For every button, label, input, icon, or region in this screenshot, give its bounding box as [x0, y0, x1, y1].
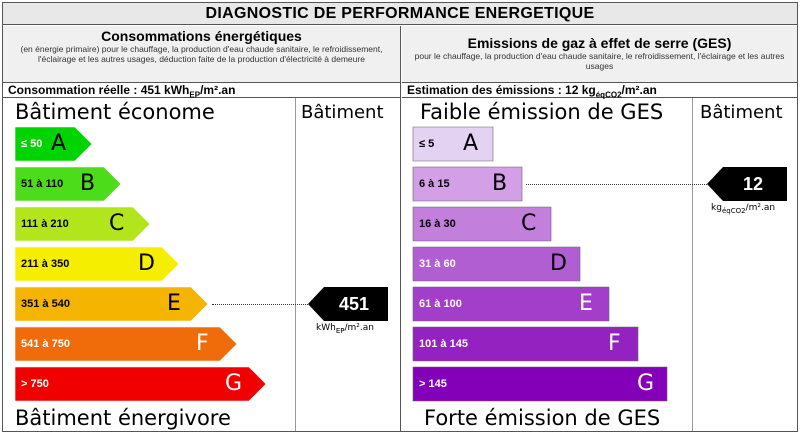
class-range-c: 16 à 30 — [419, 218, 456, 230]
value-arrow-shape — [308, 287, 388, 321]
energy-column-divider — [295, 98, 296, 431]
class-letter-a: A — [463, 131, 479, 156]
class-range-d: 211 à 350 — [21, 258, 70, 270]
ges-subtitle: pour le chauffage, la production d'eau c… — [414, 51, 785, 71]
class-row-c: 111 à 210 C — [15, 207, 150, 241]
class-letter-b: B — [80, 171, 96, 196]
ges-column-divider — [692, 98, 693, 431]
class-letter-e: E — [579, 291, 593, 316]
class-row-d: 211 à 350 D — [15, 247, 179, 281]
value-unit-sub: EP — [335, 326, 345, 335]
class-range-a: ≤ 5 — [419, 138, 435, 150]
class-letter-c: C — [109, 211, 125, 236]
energy-panel: Consommations énergétiques (en énergie p… — [3, 26, 401, 431]
class-letter-c: C — [521, 211, 537, 236]
class-range-g: > 145 — [419, 378, 447, 390]
class-letter-f: F — [196, 331, 209, 356]
class-row-b: 6 à 15 B — [413, 167, 522, 201]
class-range-a: ≤ 50 — [21, 138, 43, 150]
class-row-f: 541 à 750 F — [15, 327, 237, 361]
class-range-d: 31 à 60 — [419, 258, 456, 270]
value-arrow-shape — [707, 167, 787, 201]
value-unit: kgéqCO2/m².an — [711, 203, 775, 215]
class-letter-a: A — [51, 131, 67, 156]
class-letter-b: B — [492, 171, 508, 196]
class-bar-b — [14, 166, 122, 202]
value-number: 12 — [742, 174, 764, 194]
energy-top-label: Bâtiment économe — [15, 100, 215, 124]
class-row-b: 51 à 110 B — [15, 167, 121, 201]
class-row-e: 351 à 540 E — [15, 287, 208, 321]
energy-subtitle: (en énergie primaire) pour le chauffage,… — [20, 44, 383, 64]
class-range-g: > 750 — [21, 378, 49, 390]
class-row-a: ≤ 50 A — [15, 127, 92, 161]
ges-panel: Emissions de gaz à effet de serre (GES) … — [402, 26, 797, 431]
class-row-g: > 145 G — [413, 367, 667, 401]
class-row-e: 61 à 100 E — [413, 287, 609, 321]
class-row-c: 16 à 30 C — [413, 207, 551, 241]
class-range-c: 111 à 210 — [21, 218, 69, 230]
value-unit-suffix: /m².an — [344, 323, 374, 333]
class-letter-f: F — [608, 331, 621, 356]
energy-value-suffix: /m².an — [200, 83, 236, 97]
ges-column-label: Bâtiment — [700, 102, 783, 123]
value-unit-prefix: kg — [711, 203, 722, 213]
energy-bottom-label: Bâtiment énergivore — [15, 406, 231, 430]
class-row-d: 31 à 60 D — [413, 247, 580, 281]
class-letter-g: G — [637, 371, 655, 396]
class-bar-c — [14, 206, 151, 242]
class-bar-d — [412, 246, 581, 282]
class-bar-a — [14, 126, 93, 162]
main-title: DIAGNOSTIC DE PERFORMANCE ENERGETIQUE — [3, 3, 797, 25]
energy-header: Consommations énergétiques (en énergie p… — [3, 26, 400, 82]
class-range-b: 51 à 110 — [21, 178, 64, 190]
class-range-e: 351 à 540 — [21, 298, 70, 310]
energy-column-label: Bâtiment — [301, 102, 384, 123]
ges-value-suffix: /m².an — [621, 83, 657, 97]
class-bar-a — [412, 126, 494, 162]
ges-value-prefix: Estimation des émissions : 12 kg — [407, 83, 596, 97]
class-letter-d: D — [550, 251, 567, 276]
energy-value-prefix: Consommation réelle : 451 kWh — [8, 83, 190, 97]
class-range-b: 6 à 15 — [419, 178, 450, 190]
energy-consumption-line: Consommation réelle : 451 kWhEP/m².an — [3, 82, 400, 100]
ges-header: Emissions de gaz à effet de serre (GES) … — [402, 26, 797, 82]
ges-bottom-label: Forte émission de GES — [424, 406, 661, 430]
class-letter-g: G — [225, 371, 243, 396]
value-leader-line — [526, 184, 707, 185]
energy-title: Consommations énergétiques — [101, 28, 302, 44]
class-row-a: ≤ 5 A — [413, 127, 493, 161]
class-range-f: 541 à 750 — [21, 338, 70, 350]
class-row-f: 101 à 145 F — [413, 327, 638, 361]
value-unit-sub: éqCO2 — [721, 206, 746, 215]
value-unit-suffix: /m².an — [745, 203, 776, 213]
ges-value-sub: éqCO2 — [595, 90, 622, 100]
class-bar-e — [14, 286, 209, 322]
value-unit-prefix: kWh — [316, 323, 336, 333]
class-bar-e — [412, 286, 610, 322]
ges-emission-line: Estimation des émissions : 12 kgéqCO2/m²… — [402, 82, 797, 100]
value-leader-line — [212, 304, 308, 305]
class-row-g: > 750 G — [15, 367, 266, 401]
value-number: 451 — [338, 294, 370, 314]
class-letter-d: D — [138, 251, 155, 276]
class-bar-f — [14, 326, 238, 362]
class-bar-b — [412, 166, 523, 202]
ges-top-label: Faible émission de GES — [420, 100, 664, 124]
class-bar-g — [412, 366, 668, 402]
class-bar-c — [412, 206, 552, 242]
class-range-e: 61 à 100 — [419, 298, 462, 310]
ges-bars-layer — [412, 126, 787, 402]
energy-bars-layer — [14, 126, 388, 402]
energy-value-sub: EP — [189, 90, 201, 100]
class-bar-d — [14, 246, 180, 282]
class-bar-g — [14, 366, 267, 402]
value-unit: kWhEP/m².an — [316, 323, 374, 335]
ges-title: Emissions de gaz à effet de serre (GES) — [467, 35, 732, 51]
class-bar-f — [412, 326, 639, 362]
class-range-f: 101 à 145 — [419, 338, 468, 350]
class-letter-e: E — [167, 291, 181, 316]
